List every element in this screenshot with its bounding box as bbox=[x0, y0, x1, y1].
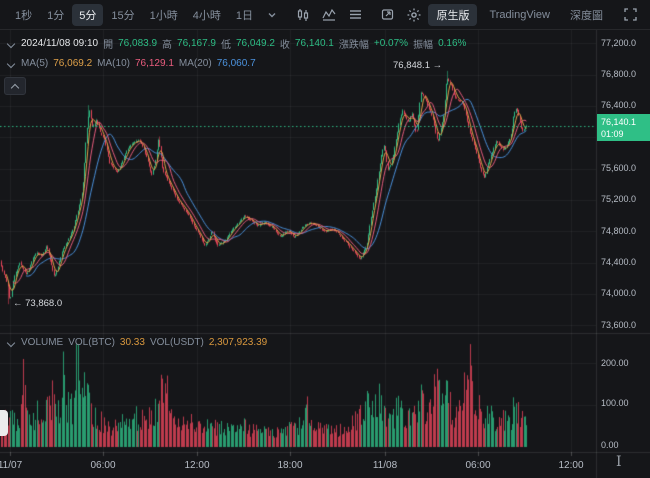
view-tab[interactable]: 深度圖 bbox=[562, 4, 611, 26]
ohlc-info-row: 2024/11/08 09:10 開 76,083.9 高 76,167.9 低… bbox=[6, 36, 466, 51]
candlestick-style-icon[interactable] bbox=[291, 6, 315, 24]
low-value: 76,049.2 bbox=[235, 38, 275, 49]
price-axis-label: 74,400.0 bbox=[601, 257, 637, 267]
time-axis-label: 11/07 bbox=[0, 460, 23, 471]
interval-button[interactable]: 1秒 bbox=[8, 4, 39, 26]
time-axis-label: 12:00 bbox=[184, 460, 210, 471]
volume-info-row: VOLUME VOL(BTC) 30.33 VOL(USDT) 2,307,92… bbox=[6, 337, 267, 348]
volume-axis-label: 0.00 bbox=[601, 440, 619, 450]
volume-axis-label: 100.00 bbox=[601, 398, 629, 408]
collapse-ohlc-chevron-icon[interactable] bbox=[6, 39, 16, 49]
vol-usdt-label: VOL(USDT) bbox=[149, 337, 204, 348]
interval-dropdown-chevron-icon[interactable] bbox=[262, 8, 282, 22]
collapse-volume-chevron-icon[interactable] bbox=[6, 338, 16, 348]
candle-datetime: 2024/11/08 09:10 bbox=[21, 38, 99, 49]
pop-out-window-icon[interactable] bbox=[376, 6, 400, 23]
collapse-panel-button[interactable] bbox=[4, 77, 26, 95]
fullscreen-icon[interactable] bbox=[619, 6, 642, 23]
low-label: 低 bbox=[220, 40, 231, 51]
price-axis-label: 75,600.0 bbox=[601, 163, 637, 173]
indicators-icon[interactable] bbox=[317, 6, 342, 23]
close-label: 收 bbox=[279, 40, 290, 51]
interval-button[interactable]: 1小時 bbox=[143, 4, 185, 26]
volume-title: VOLUME bbox=[21, 337, 64, 348]
high-label: 高 bbox=[162, 40, 173, 51]
open-value: 76,083.9 bbox=[118, 38, 158, 49]
time-axis-label: 11/08 bbox=[372, 460, 398, 471]
session-low-annotation: ← 73,868.0 bbox=[13, 298, 63, 309]
ma20-label: MA(20) bbox=[178, 58, 212, 69]
amplitude-label: 振幅 bbox=[413, 40, 434, 51]
price-axis-label: 76,800.0 bbox=[601, 69, 637, 79]
time-axis[interactable]: 11/07 06:00 12:00 18:00 11/08 06:00 12:00 bbox=[0, 452, 650, 478]
interval-button[interactable]: 4小時 bbox=[186, 4, 228, 26]
candle-countdown: 01:09 bbox=[601, 128, 624, 139]
view-tab[interactable]: 原生版 bbox=[428, 3, 478, 26]
ibeam-cursor-icon[interactable]: I bbox=[616, 454, 622, 470]
interval-button[interactable]: 1分 bbox=[40, 4, 71, 26]
last-price-value: 76,140.1 bbox=[601, 116, 637, 127]
view-tab[interactable]: TradingView bbox=[481, 6, 558, 24]
time-axis-label: 06:00 bbox=[465, 460, 491, 471]
ma10-value: 76,129.1 bbox=[134, 58, 174, 69]
change-value: +0.07% bbox=[373, 38, 409, 49]
vol-usdt-value: 2,307,923.39 bbox=[208, 337, 268, 348]
price-axis-label: 74,000.0 bbox=[601, 288, 637, 298]
interval-button[interactable]: 15分 bbox=[104, 4, 141, 26]
collapse-ma-chevron-icon[interactable] bbox=[6, 59, 16, 69]
session-high-annotation: 76,848.1 → bbox=[393, 60, 443, 71]
interval-group: 1秒 1分 5分 15分 1小時 4小時 1日 bbox=[8, 3, 260, 26]
price-axis-label: 74,800.0 bbox=[601, 226, 637, 236]
price-axis-label: 77,200.0 bbox=[601, 38, 637, 48]
price-axis-label: 73,600.0 bbox=[601, 320, 637, 330]
watermark-logo bbox=[0, 410, 8, 436]
settings-gear-icon[interactable] bbox=[402, 6, 426, 24]
amplitude-value: 0.16% bbox=[438, 38, 467, 49]
vol-btc-value: 30.33 bbox=[119, 337, 145, 348]
volume-axis[interactable]: 200.00 100.00 0.00 bbox=[601, 0, 650, 452]
high-value: 76,167.9 bbox=[177, 38, 216, 49]
ma20-value: 76,060.7 bbox=[216, 58, 256, 69]
close-value: 76,140.1 bbox=[294, 38, 334, 49]
price-axis-label: 75,200.0 bbox=[601, 194, 637, 204]
price-axis-label: 76,400.0 bbox=[601, 100, 637, 110]
vol-btc-label: VOL(BTC) bbox=[68, 337, 115, 348]
time-axis-label: 06:00 bbox=[90, 460, 116, 471]
interval-button[interactable]: 5分 bbox=[72, 3, 104, 26]
ma10-label: MA(10) bbox=[97, 58, 130, 69]
ma-indicator-row: MA(5) 76,069.2 MA(10) 76,129.1 MA(20) 76… bbox=[6, 58, 256, 69]
chart-settings-list-icon[interactable] bbox=[344, 7, 367, 22]
chart-view-tabs: 原生版 TradingView 深度圖 bbox=[428, 3, 611, 26]
ma5-value: 76,069.2 bbox=[53, 58, 93, 69]
time-axis-label: 12:00 bbox=[558, 460, 584, 471]
price-axis[interactable]: 77,200.0 76,800.0 76,400.0 75,600.0 75,200.0… bbox=[601, 0, 650, 452]
open-label: 開 bbox=[103, 40, 114, 51]
chevron-up-icon bbox=[10, 83, 20, 92]
ma5-label: MA(5) bbox=[21, 58, 49, 69]
volume-axis-label: 200.00 bbox=[601, 358, 629, 368]
last-price-badge[interactable]: 76,140.1 01:09 bbox=[597, 113, 650, 141]
change-label: 漲跌幅 bbox=[338, 40, 369, 51]
chart-toolbar: 1秒 1分 5分 15分 1小時 4小時 1日 bbox=[0, 0, 650, 30]
time-axis-label: 18:00 bbox=[277, 460, 303, 471]
interval-button[interactable]: 1日 bbox=[229, 4, 260, 26]
